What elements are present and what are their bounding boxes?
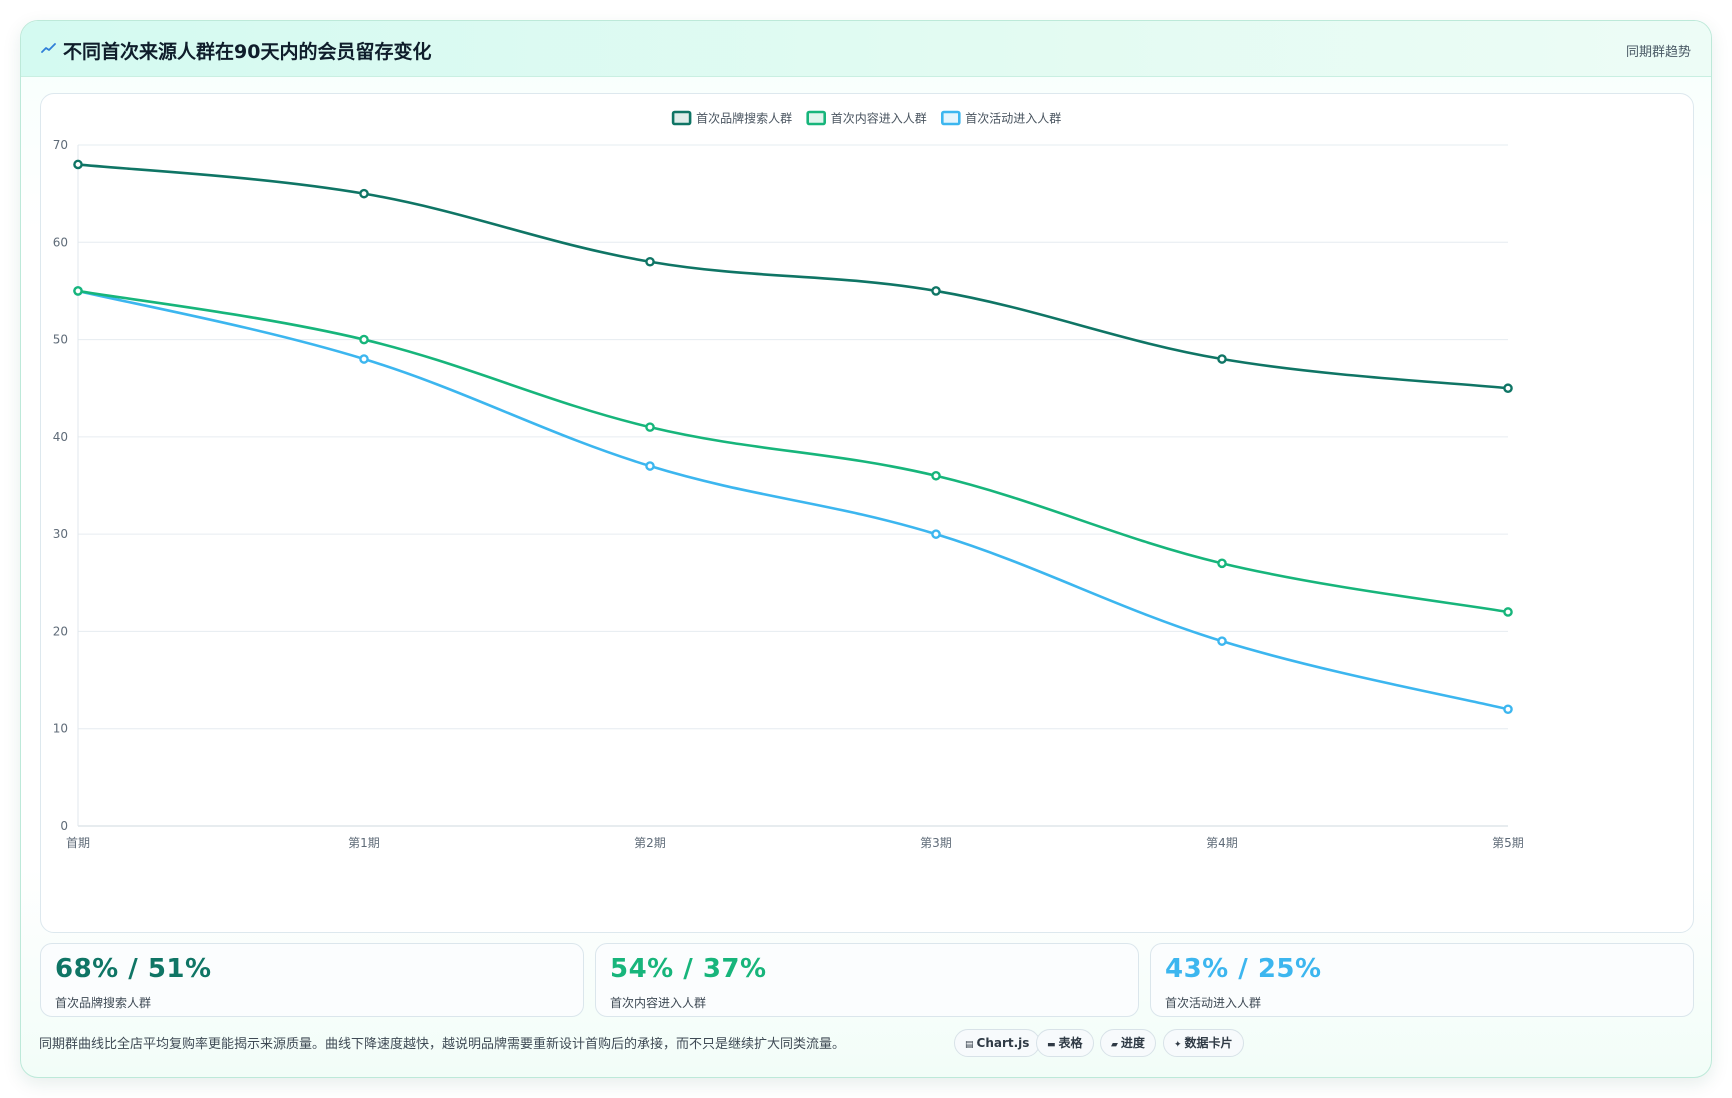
data-point (931, 470, 941, 481)
chip-table[interactable]: ▬ 表格 (1036, 1029, 1094, 1057)
x-tick-label: 第5期 (1492, 836, 1524, 850)
y-tick-label: 40 (53, 430, 68, 444)
y-tick-label: 50 (53, 333, 68, 347)
chart-card: 不同首次来源人群在90天内的会员留存变化 同期群趋势 0 10 20 30 40 50 60… (20, 20, 1712, 1078)
legend-swatch (940, 110, 961, 126)
kpi-value: 43% / 25% (1165, 954, 1322, 984)
data-point (645, 461, 655, 471)
chip-progress[interactable]: ▰ 进度 (1100, 1029, 1156, 1057)
y-tick-label: 0 (60, 819, 68, 833)
chip-label: Chart.js (976, 1036, 1030, 1050)
data-point (645, 422, 655, 432)
series-line (76, 289, 1510, 614)
x-tick-label: 第2期 (634, 836, 666, 850)
page-title: 不同首次来源人群在90天内的会员留存变化 (63, 41, 432, 63)
data-point (1217, 636, 1227, 646)
x-tick-label: 第1期 (348, 836, 380, 850)
data-point (645, 256, 655, 267)
kpi-label: 首次活动进入人群 (1165, 996, 1262, 1010)
series-line (76, 289, 1510, 711)
data-point (1217, 558, 1227, 569)
legend-label: 首次内容进入人群 (831, 111, 927, 126)
x-tick-label: 首期 (66, 836, 90, 850)
y-tick-label: 70 (53, 138, 68, 152)
kpi-value: 54% / 37% (610, 954, 767, 984)
chart-icon: ▤ (965, 1040, 974, 1050)
data-point (359, 354, 369, 364)
progress-icon: ▰ (1111, 1040, 1118, 1050)
chip-datacard[interactable]: ✦ 数据卡片 (1163, 1029, 1244, 1057)
table-icon: ▬ (1047, 1040, 1056, 1050)
series-line (76, 163, 1510, 390)
data-point (359, 188, 369, 199)
header-tag: 同期群趋势 (1625, 45, 1691, 60)
data-point (1217, 354, 1227, 364)
sparkle-icon: ✦ (1174, 1040, 1182, 1050)
legend-label: 首次品牌搜索人群 (696, 111, 792, 126)
kpi-card: 68% / 51% 首次品牌搜索人群 (40, 943, 584, 1017)
data-point (931, 529, 941, 539)
chart-panel: 0 10 20 30 40 50 60 70 首期 第1期 第2期 第3期 第4期 第5期 首次品牌搜索人群… (40, 93, 1694, 933)
data-point (1503, 383, 1513, 394)
data-point (73, 286, 83, 296)
kpi-row: 68% / 51% 首次品牌搜索人群 54% / 37% 首次内容进入人群 43… (40, 943, 1694, 1017)
y-tick-label: 20 (53, 624, 68, 638)
chip-label: 进度 (1120, 1036, 1145, 1050)
kpi-card: 43% / 25% 首次活动进入人群 (1150, 943, 1694, 1017)
kpi-label: 首次内容进入人群 (610, 996, 707, 1010)
data-point (359, 334, 369, 345)
card-header: 不同首次来源人群在90天内的会员留存变化 同期群趋势 (21, 21, 1711, 77)
y-tick-label: 60 (53, 235, 68, 249)
y-tick-label: 30 (53, 527, 68, 541)
kpi-card: 54% / 37% 首次内容进入人群 (595, 943, 1139, 1017)
data-point (931, 286, 941, 296)
x-tick-label: 第4期 (1206, 836, 1238, 850)
chip-chartjs[interactable]: ▤ Chart.js (954, 1029, 1041, 1057)
chip-label: 表格 (1058, 1036, 1083, 1050)
legend-swatch (671, 110, 692, 126)
trend-line-icon (41, 43, 56, 53)
data-point (1503, 704, 1513, 715)
legend-swatch (806, 110, 827, 126)
chip-label: 数据卡片 (1184, 1036, 1233, 1050)
y-tick-label: 10 (53, 722, 68, 736)
data-point (73, 159, 83, 170)
line-chart: 0 10 20 30 40 50 60 70 首期 第1期 第2期 第3期 第4期 第5期 首次品牌搜索人群… (53, 110, 1524, 851)
kpi-label: 首次品牌搜索人群 (55, 996, 152, 1010)
x-tick-label: 第3期 (920, 836, 952, 850)
legend-label: 首次活动进入人群 (965, 112, 1061, 126)
data-point (1503, 607, 1513, 617)
footer-note: 同期群曲线比全店平均复购率更能揭示来源质量。曲线下降速度越快，越说明品牌需要重新… (39, 1037, 846, 1052)
kpi-value: 68% / 51% (55, 954, 212, 984)
